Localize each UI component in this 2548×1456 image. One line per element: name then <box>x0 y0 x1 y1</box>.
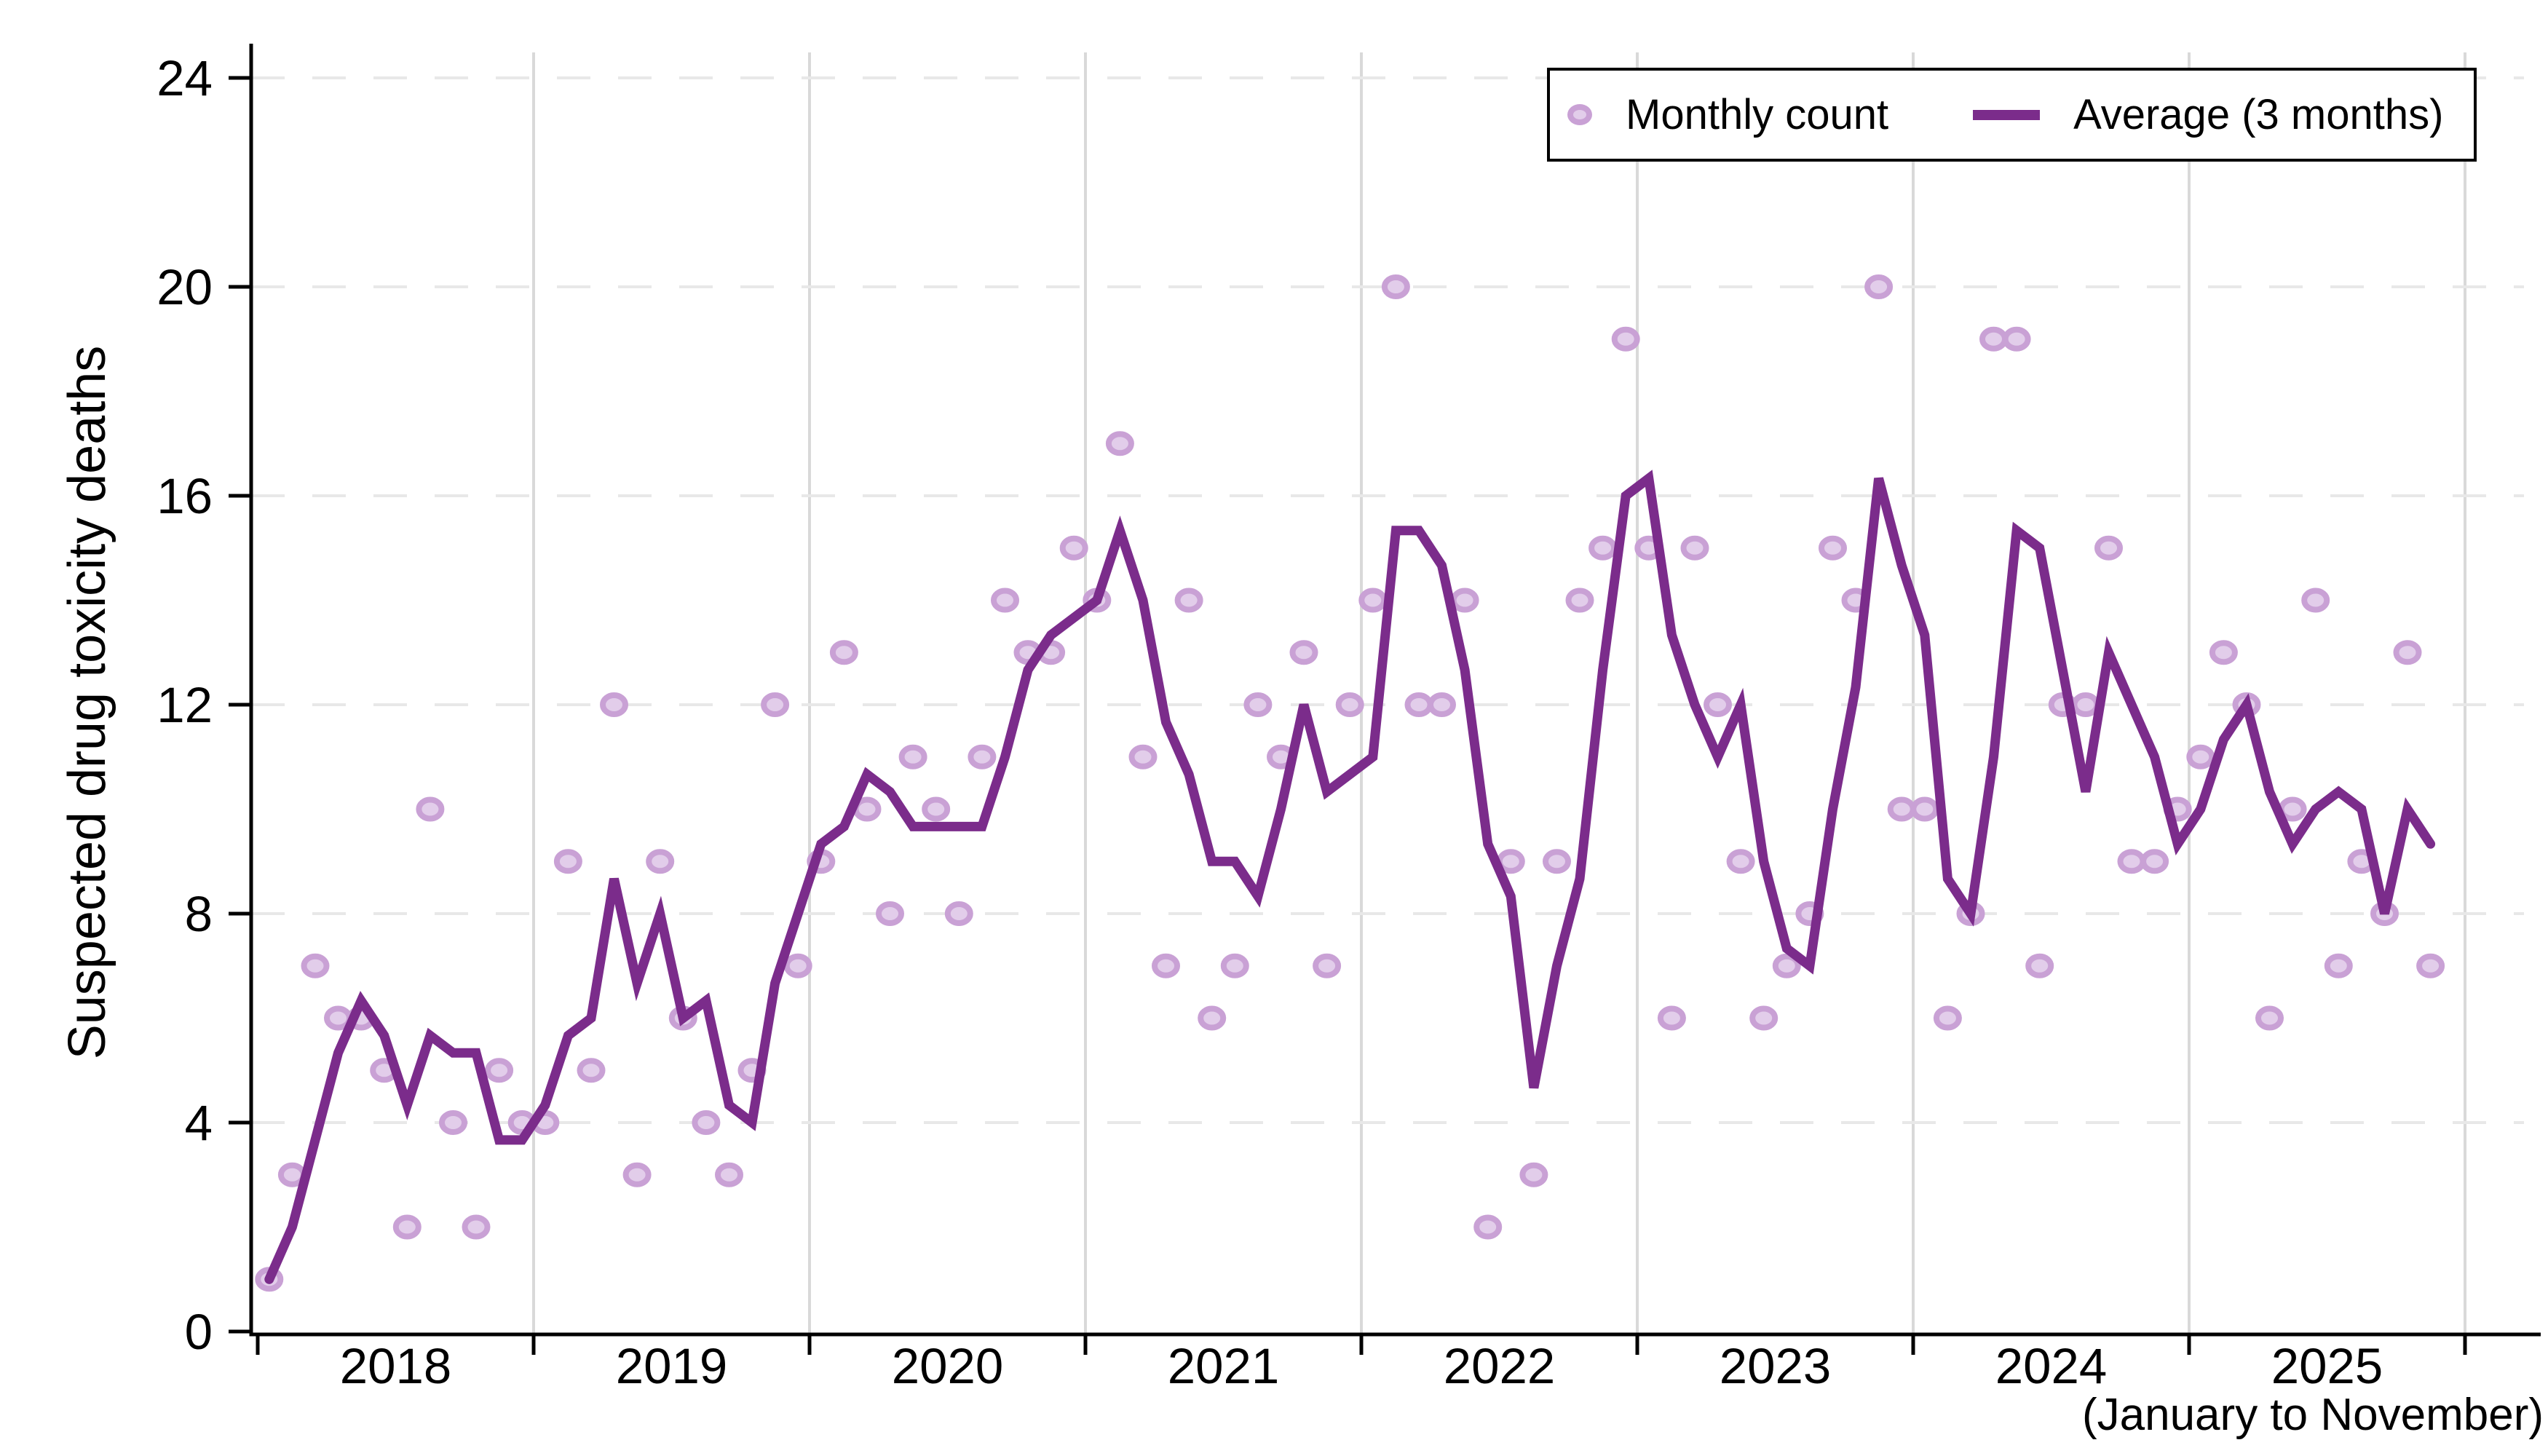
monthly-count-point <box>829 640 858 665</box>
monthly-count-point <box>600 692 628 717</box>
monthly-count-point <box>2117 849 2146 874</box>
monthly-count-point <box>1588 535 1618 561</box>
monthly-count-point <box>416 796 445 822</box>
monthly-count-point <box>1887 796 1916 822</box>
monthly-count-point <box>1933 1005 1962 1031</box>
x-axis-note: (January to November) <box>2081 1390 2544 1440</box>
monthly-count-point <box>2255 1005 2284 1031</box>
y-tick-label-4: 4 <box>184 1095 213 1151</box>
monthly-count-point <box>2393 640 2422 665</box>
monthly-count-point <box>439 1110 467 1135</box>
y-tick-label-16: 16 <box>157 468 213 524</box>
y-tick-label-8: 8 <box>184 886 213 942</box>
x-year-label-2025: 2025 <box>2271 1338 2383 1394</box>
monthly-count-point <box>1289 640 1318 665</box>
monthly-count-point <box>1450 587 1479 613</box>
value-gridlines <box>251 76 2524 1124</box>
monthly-count-point <box>1565 587 1594 613</box>
x-tick-marks <box>256 1334 2467 1355</box>
y-tick-label-20: 20 <box>157 259 213 315</box>
monthly-count-point <box>2324 953 2353 978</box>
monthly-count-point <box>2140 849 2169 874</box>
x-year-label-2024: 2024 <box>1995 1338 2108 1394</box>
monthly-count-point <box>1404 692 1433 717</box>
monthly-count-point <box>922 796 951 822</box>
average-line-icon <box>1973 109 2041 120</box>
monthly-count-point <box>761 692 790 717</box>
monthly-count-point <box>2209 640 2238 665</box>
monthly-count-point <box>1174 587 1203 613</box>
monthly-count-point <box>2094 535 2123 561</box>
x-year-label-2023: 2023 <box>1719 1338 1832 1394</box>
monthly-count-point <box>1772 953 1801 978</box>
monthly-count-point <box>646 849 675 874</box>
monthly-count-marker-icon <box>1567 104 1592 125</box>
monthly-count-point <box>2186 744 2215 769</box>
y-tick-label-24: 24 <box>157 50 213 106</box>
monthly-count-point <box>1335 692 1364 717</box>
monthly-count-point <box>1657 1005 1686 1031</box>
monthly-count-point <box>1358 587 1388 613</box>
monthly-count-point <box>991 587 1019 613</box>
monthly-count-point <box>485 1058 514 1083</box>
monthly-count-point <box>1749 1005 1779 1031</box>
monthly-count-point <box>1105 431 1134 456</box>
monthly-count-point <box>2416 953 2445 978</box>
monthly-count-point <box>898 744 927 769</box>
monthly-count-points <box>255 274 2445 1292</box>
monthly-count-point <box>2301 587 2330 613</box>
monthly-count-point <box>1220 953 1249 978</box>
monthly-count-point <box>577 1058 606 1083</box>
monthly-count-point <box>1611 326 1640 352</box>
average-line <box>264 470 2436 1284</box>
monthly-count-point <box>2002 326 2031 352</box>
monthly-count-point <box>944 901 973 926</box>
monthly-count-point <box>1198 1005 1227 1031</box>
monthly-count-point <box>553 849 582 874</box>
monthly-count-point <box>1519 1162 1548 1187</box>
monthly-count-point <box>876 901 904 926</box>
year-gridlines <box>532 52 2466 1334</box>
x-year-label-2018: 2018 <box>339 1338 452 1394</box>
monthly-count-point <box>715 1162 743 1187</box>
monthly-count-point <box>1979 326 2008 352</box>
monthly-count-point <box>1428 692 1456 717</box>
monthly-count-point <box>1059 535 1088 561</box>
monthly-count-point <box>1243 692 1273 717</box>
y-tick-label-12: 12 <box>157 677 213 733</box>
legend-label-average: Average (3 months) <box>2073 91 2444 138</box>
legend-label-monthly-count: Monthly count <box>1626 91 1889 138</box>
monthly-count-point <box>1128 744 1158 769</box>
monthly-count-point <box>1543 849 1571 874</box>
monthly-count-point <box>301 953 330 978</box>
monthly-count-point <box>1680 535 1709 561</box>
monthly-count-point <box>1910 796 1939 822</box>
y-tick-label-0: 0 <box>184 1304 213 1360</box>
monthly-count-point <box>783 953 812 978</box>
monthly-count-point <box>622 1162 652 1187</box>
monthly-count-point <box>462 1214 491 1240</box>
x-year-label-2021: 2021 <box>1167 1338 1280 1394</box>
monthly-count-point <box>1704 692 1732 717</box>
monthly-count-point <box>1473 1214 1503 1240</box>
x-year-label-2019: 2019 <box>615 1338 728 1394</box>
monthly-count-point <box>968 744 997 769</box>
x-year-label-2020: 2020 <box>891 1338 1004 1394</box>
monthly-count-point <box>1726 849 1755 874</box>
monthly-count-point <box>692 1110 721 1135</box>
monthly-count-point <box>1381 274 1410 299</box>
y-tick-marks <box>229 76 251 1334</box>
monthly-count-point <box>2071 692 2100 717</box>
legend: Monthly count Average (3 months) <box>1547 68 2477 162</box>
x-year-label-2022: 2022 <box>1443 1338 1556 1394</box>
monthly-count-point <box>1819 535 1847 561</box>
monthly-count-point <box>1864 274 1894 299</box>
monthly-count-point <box>2025 953 2054 978</box>
monthly-count-point <box>1313 953 1342 978</box>
monthly-count-point <box>392 1214 422 1240</box>
monthly-count-point <box>1152 953 1180 978</box>
